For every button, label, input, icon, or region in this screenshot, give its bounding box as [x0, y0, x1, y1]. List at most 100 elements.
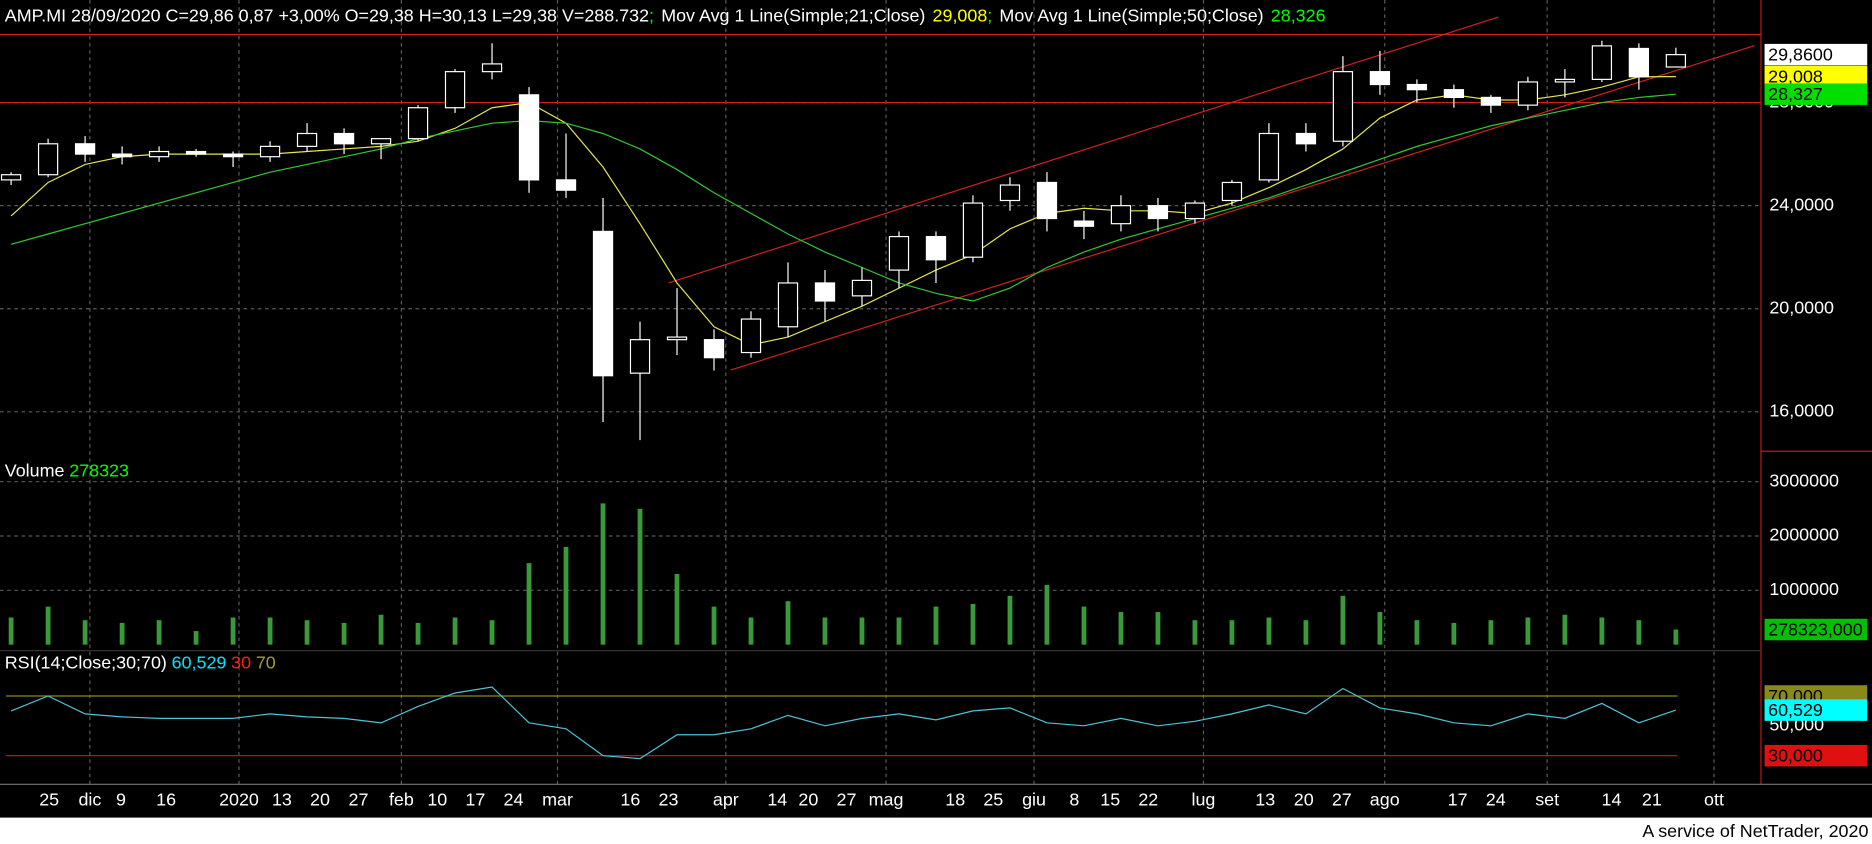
volume-bar — [970, 603, 976, 645]
candle-body — [999, 184, 1021, 202]
x-tick-label: 27 — [836, 790, 856, 810]
header-part: 28,326 — [1271, 5, 1326, 25]
x-tick-label: 16 — [156, 790, 176, 810]
volume-bar — [563, 546, 569, 645]
volume-bar — [785, 601, 791, 645]
candle-body — [333, 132, 355, 145]
x-tick-label: set — [1535, 790, 1559, 810]
volume-bar — [1377, 612, 1383, 645]
x-tick-label: 17 — [1448, 790, 1468, 810]
volume-bar — [637, 508, 643, 645]
candle-body — [1554, 78, 1576, 83]
candle-body — [962, 202, 984, 258]
x-tick-label: ott — [1704, 790, 1724, 810]
candle-body — [444, 71, 466, 109]
x-tick-label: 13 — [1255, 790, 1275, 810]
panel-header: AMP.MI 28/09/2020 C=29,86 0,87 +3,00% O=… — [5, 5, 1326, 25]
candle-body — [259, 145, 281, 158]
x-tick-label: 27 — [1332, 790, 1352, 810]
x-tick-label: apr — [713, 790, 739, 810]
volume-bar — [489, 620, 495, 645]
y-tick-label: 16,0000 — [1769, 401, 1834, 421]
volume-bar — [230, 617, 236, 645]
volume-bar — [1525, 617, 1531, 645]
moving-average — [10, 93, 1676, 302]
header-part: ; — [987, 5, 992, 25]
footer-bg — [0, 817, 1872, 844]
volume-bar — [1044, 584, 1050, 645]
volume-bar — [1451, 622, 1457, 645]
x-tick-label: dic — [78, 790, 101, 810]
x-tick-label: ago — [1370, 790, 1400, 810]
candle-body — [1443, 89, 1465, 99]
volume-bar — [1599, 617, 1605, 645]
moving-average — [10, 75, 1676, 346]
candle-body — [629, 339, 651, 374]
candle-body — [888, 235, 910, 271]
y-tick-label: 3000000 — [1769, 470, 1839, 490]
header-part: Volume — [5, 460, 65, 480]
y-tick-label: 1000000 — [1769, 579, 1839, 599]
candle-body — [1665, 54, 1687, 68]
header-part: 29,008 — [933, 5, 988, 25]
y-tick-label: 20,0000 — [1769, 297, 1834, 317]
price-box: 29,8600 — [1768, 45, 1833, 65]
candle-body — [222, 153, 244, 158]
x-tick-label: 10 — [427, 790, 447, 810]
candle-body — [592, 230, 614, 377]
volume-bar — [1081, 606, 1087, 645]
x-tick-label: 9 — [116, 790, 126, 810]
x-tick-label: 14 — [1602, 790, 1622, 810]
candle-body — [1221, 181, 1243, 202]
volume-bar — [674, 574, 680, 645]
candle-body — [518, 94, 540, 181]
candle-body — [296, 132, 318, 147]
ma-box: 29,008 — [1768, 67, 1823, 87]
x-tick-label: 13 — [272, 790, 292, 810]
candle-body — [851, 279, 873, 297]
volume-bar — [600, 503, 606, 645]
volume-bar — [1007, 595, 1013, 645]
volume-bar — [1414, 620, 1420, 645]
volume-bar — [1118, 612, 1124, 645]
x-tick-label: 20 — [1294, 790, 1314, 810]
volume-bar — [415, 622, 421, 645]
volume-bar — [82, 620, 88, 645]
volume-bar — [304, 620, 310, 645]
volume-bar — [1488, 620, 1494, 645]
volume-bar — [341, 622, 347, 645]
volume-bar — [526, 563, 532, 645]
price-box-bg — [1764, 43, 1868, 66]
candle-body — [1591, 45, 1613, 80]
candle-body — [1110, 205, 1132, 225]
volume-bar — [1673, 629, 1679, 645]
candle-body — [1369, 71, 1391, 86]
volume-bar — [452, 617, 458, 645]
volume-bar — [8, 617, 14, 645]
volume-bar — [748, 617, 754, 645]
header-part: AMP.MI 28/09/2020 C=29,86 0,87 +3,00% O=… — [5, 5, 649, 25]
candle-body — [1517, 81, 1539, 106]
x-tick-label: 25 — [39, 790, 59, 810]
candle-body — [1184, 202, 1206, 220]
x-tick-label: 16 — [620, 790, 640, 810]
volume-bar — [156, 620, 162, 645]
candle-body — [1406, 83, 1428, 91]
header-part: 278323 — [69, 460, 129, 480]
volume-bar — [119, 622, 125, 645]
rsi-box-bg — [1764, 699, 1868, 721]
header-part: Mov Avg 1 Line(Simple;50;Close) — [999, 5, 1263, 25]
x-tick-label: 2020 — [219, 790, 259, 810]
header-part: ; — [649, 5, 654, 25]
candle-body — [74, 143, 96, 155]
candle-body — [555, 179, 577, 191]
volume-bar — [1229, 620, 1235, 645]
candle-body — [111, 153, 133, 158]
x-tick-label: 20 — [310, 790, 330, 810]
volume-bar — [1192, 620, 1198, 645]
volume-box: 278323,000 — [1768, 619, 1863, 639]
volume-bar — [859, 617, 865, 645]
volume-bar — [1636, 620, 1642, 645]
volume-box-bg — [1764, 618, 1868, 641]
